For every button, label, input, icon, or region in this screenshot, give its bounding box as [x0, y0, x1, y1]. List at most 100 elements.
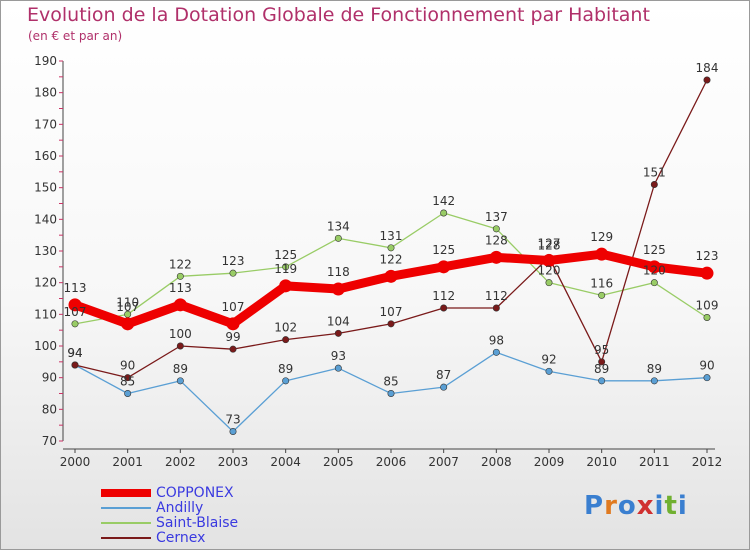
legend-item-copponex: COPPONEX	[101, 485, 361, 501]
data-point-andilly	[334, 364, 342, 372]
legend: COPPONEX Andilly Saint-Blaise Cernex	[101, 485, 361, 546]
y-tick-label: 160	[34, 149, 57, 163]
data-label-cernex: 104	[327, 314, 350, 328]
data-point-copponex	[437, 260, 451, 274]
data-point-andilly	[440, 383, 448, 391]
data-label-cernex: 99	[225, 330, 240, 344]
data-label-cernex: 90	[120, 359, 135, 373]
y-tick-label: 150	[34, 181, 57, 195]
data-label-andilly: 93	[331, 349, 346, 363]
data-point-saint-blaise	[598, 291, 606, 299]
data-point-cernex	[440, 304, 448, 312]
y-tick-label: 70	[42, 434, 57, 448]
x-tick-label: 2009	[534, 455, 565, 469]
y-tick-label: 80	[42, 402, 57, 416]
x-tick-label: 2001	[112, 455, 143, 469]
data-label-saint-blaise: 110	[116, 295, 139, 309]
data-point-cernex	[703, 76, 711, 84]
data-label-copponex: 107	[222, 300, 245, 314]
x-tick-label: 2000	[60, 455, 91, 469]
data-point-saint-blaise	[71, 320, 79, 328]
y-tick-label: 190	[34, 54, 57, 68]
data-point-cernex	[282, 336, 290, 344]
data-point-andilly	[650, 377, 658, 385]
proxiti-logo: Proxiti	[584, 491, 688, 521]
x-tick-label: 2010	[586, 455, 617, 469]
y-tick-label: 90	[42, 371, 57, 385]
data-label-andilly: 98	[489, 333, 504, 347]
data-point-andilly	[545, 367, 553, 375]
data-label-saint-blaise: 123	[222, 254, 245, 268]
data-point-saint-blaise	[492, 225, 500, 233]
data-point-andilly	[176, 377, 184, 385]
data-point-saint-blaise	[440, 209, 448, 217]
y-tick-label: 120	[34, 276, 57, 290]
data-point-saint-blaise	[282, 263, 290, 271]
x-tick-label: 2008	[481, 455, 512, 469]
data-point-andilly	[387, 389, 395, 397]
data-label-cernex: 95	[594, 343, 609, 357]
data-point-saint-blaise	[545, 279, 553, 287]
legend-swatch-cernex	[101, 537, 151, 539]
data-label-cernex: 151	[643, 166, 666, 180]
data-label-copponex: 127	[538, 237, 561, 251]
data-point-andilly	[282, 377, 290, 385]
x-tick-label: 2012	[692, 455, 723, 469]
x-tick-label: 2011	[639, 455, 670, 469]
data-point-andilly	[124, 389, 132, 397]
data-point-copponex	[173, 298, 187, 312]
data-point-copponex	[489, 250, 503, 264]
chart-subtitle: (en € et par an)	[28, 29, 123, 43]
y-tick-label: 170	[34, 117, 57, 131]
data-label-cernex: 112	[432, 289, 455, 303]
data-point-cernex	[492, 304, 500, 312]
data-point-copponex	[542, 254, 556, 267]
data-point-copponex	[279, 279, 293, 293]
legend-label-saint-blaise: Saint-Blaise	[156, 515, 239, 531]
x-tick-label: 2004	[270, 455, 301, 469]
data-label-cernex: 184	[696, 61, 719, 75]
legend-swatch-saint-blaise	[101, 522, 151, 524]
data-point-cernex	[334, 329, 342, 337]
data-point-copponex	[595, 247, 609, 261]
data-point-cernex	[176, 342, 184, 350]
data-point-cernex	[229, 345, 237, 353]
data-label-saint-blaise: 142	[432, 194, 455, 208]
data-label-saint-blaise: 122	[169, 257, 192, 271]
chart-title: Evolution de la Dotation Globale de Fonc…	[27, 4, 650, 26]
data-label-cernex: 94	[67, 346, 82, 360]
data-label-cernex: 107	[380, 305, 403, 319]
data-label-copponex: 113	[64, 281, 87, 295]
data-label-copponex: 107	[116, 300, 139, 314]
data-label-cernex: 128	[538, 238, 561, 252]
legend-item-saint-blaise: Saint-Blaise	[101, 515, 361, 531]
data-point-copponex	[384, 269, 398, 283]
data-label-copponex: 128	[485, 233, 508, 247]
legend-swatch-copponex	[101, 489, 151, 497]
data-point-saint-blaise	[229, 269, 237, 277]
data-point-copponex	[68, 298, 82, 312]
data-point-saint-blaise	[334, 234, 342, 242]
data-label-cernex: 100	[169, 327, 192, 341]
data-point-saint-blaise	[176, 272, 184, 280]
data-label-copponex: 123	[696, 249, 719, 263]
data-label-saint-blaise: 131	[380, 229, 403, 243]
data-label-andilly: 89	[173, 362, 188, 376]
x-tick-label: 2006	[376, 455, 407, 469]
data-label-andilly: 90	[699, 359, 714, 373]
data-point-andilly	[703, 374, 711, 382]
legend-label-cernex: Cernex	[156, 530, 206, 546]
y-tick-label: 110	[34, 307, 57, 321]
data-label-copponex: 113	[169, 281, 192, 295]
data-point-copponex	[700, 266, 714, 280]
data-point-cernex	[598, 358, 606, 366]
y-tick-label: 180	[34, 86, 57, 100]
data-label-andilly: 92	[541, 352, 556, 366]
data-point-copponex	[226, 317, 240, 331]
data-point-andilly	[598, 377, 606, 385]
data-point-copponex	[121, 317, 135, 331]
data-label-saint-blaise: 120	[643, 264, 666, 278]
data-label-saint-blaise: 125	[274, 248, 297, 262]
